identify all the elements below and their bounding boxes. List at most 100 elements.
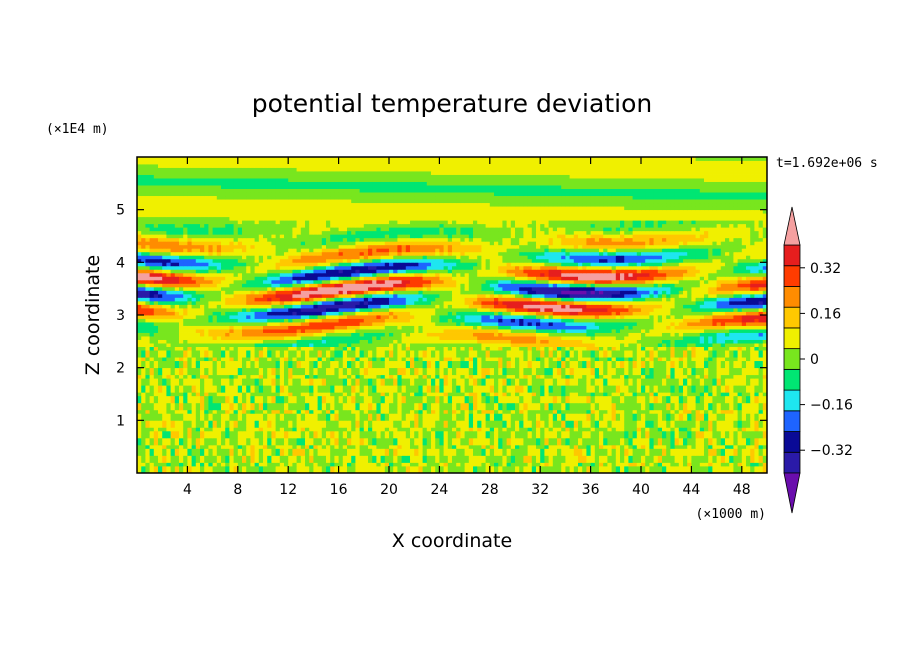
field-cell	[166, 381, 171, 386]
field-cell	[607, 402, 612, 407]
field-cell	[372, 406, 377, 411]
field-cell	[552, 451, 558, 456]
field-cell	[254, 416, 260, 421]
field-cell	[359, 451, 365, 456]
field-cell	[405, 455, 411, 460]
field-cell	[380, 399, 386, 404]
field-cell	[741, 455, 747, 460]
field-cell	[586, 451, 591, 456]
field-cell	[447, 420, 453, 425]
field-cell	[737, 392, 743, 397]
field-cell	[376, 416, 381, 421]
field-cell	[376, 406, 381, 411]
field-cell	[569, 437, 575, 442]
field-cell	[342, 427, 348, 432]
field-cell	[397, 395, 402, 400]
field-cell	[607, 378, 612, 383]
field-cell	[200, 353, 205, 358]
field-cell	[750, 399, 755, 404]
field-cell	[389, 437, 394, 442]
field-cell	[515, 381, 520, 386]
field-cell	[338, 402, 344, 407]
field-cell	[733, 371, 738, 376]
field-cell	[376, 423, 381, 428]
field-cell	[691, 444, 696, 449]
field-cell	[544, 385, 549, 390]
field-cell	[258, 371, 264, 376]
field-cell	[704, 444, 709, 449]
field-cell	[674, 434, 680, 439]
field-cell	[279, 406, 285, 411]
field-cell	[250, 441, 255, 446]
field-cell	[250, 413, 255, 418]
field-cell	[158, 434, 163, 439]
field-cell	[233, 399, 239, 404]
field-cell	[481, 423, 486, 428]
field-cell	[200, 465, 205, 470]
field-cell	[636, 392, 642, 397]
field-cell	[191, 406, 197, 411]
field-cell	[762, 444, 768, 449]
field-cell	[481, 458, 486, 463]
field-cell	[191, 371, 197, 376]
field-cell	[426, 434, 432, 439]
field-cell	[439, 357, 444, 362]
field-cell	[313, 444, 318, 449]
field-cell	[326, 367, 331, 372]
field-cell	[292, 402, 297, 407]
field-cell	[237, 360, 243, 365]
field-cell	[355, 423, 360, 428]
field-cell	[263, 388, 268, 393]
field-cell	[531, 469, 537, 474]
field-cell	[502, 416, 507, 421]
field-cell	[645, 402, 650, 407]
field-cell	[632, 388, 638, 393]
field-cell	[258, 385, 264, 390]
field-cell	[149, 357, 155, 362]
field-cell	[275, 385, 281, 390]
field-cell	[338, 462, 344, 467]
field-cell	[590, 371, 596, 376]
field-cell	[376, 458, 381, 463]
field-cell	[414, 458, 419, 463]
field-cell	[216, 353, 222, 358]
field-cell	[183, 399, 188, 404]
field-cell	[687, 420, 692, 425]
field-cell	[229, 430, 234, 435]
field-cell	[170, 364, 176, 369]
field-cell	[229, 367, 234, 372]
field-cell	[603, 374, 608, 379]
field-cell	[746, 367, 751, 372]
field-cell	[313, 430, 318, 435]
field-cell	[561, 360, 566, 365]
field-cell	[645, 441, 650, 446]
field-cell	[523, 360, 528, 365]
field-cell	[754, 367, 759, 372]
field-cell	[225, 353, 230, 358]
field-cell	[750, 465, 755, 470]
field-cell	[527, 444, 533, 449]
field-cell	[204, 378, 209, 383]
field-cell	[338, 437, 344, 442]
field-cell	[422, 413, 428, 418]
field-cell	[246, 448, 251, 453]
field-cell	[422, 357, 428, 362]
field-cell	[162, 353, 167, 358]
field-cell	[216, 458, 222, 463]
field-cell	[557, 395, 562, 400]
field-cell	[338, 444, 344, 449]
field-cell	[712, 360, 717, 365]
field-cell	[758, 360, 764, 365]
field-cell	[586, 392, 591, 397]
field-cell	[506, 399, 512, 404]
field-cell	[166, 371, 171, 376]
field-cell	[515, 427, 520, 432]
field-cell	[137, 392, 142, 397]
field-cell	[582, 437, 587, 442]
field-cell	[372, 371, 377, 376]
field-cell	[347, 416, 352, 421]
field-cell	[351, 406, 356, 411]
field-cell	[326, 469, 331, 474]
field-cell	[666, 395, 671, 400]
field-cell	[334, 441, 339, 446]
